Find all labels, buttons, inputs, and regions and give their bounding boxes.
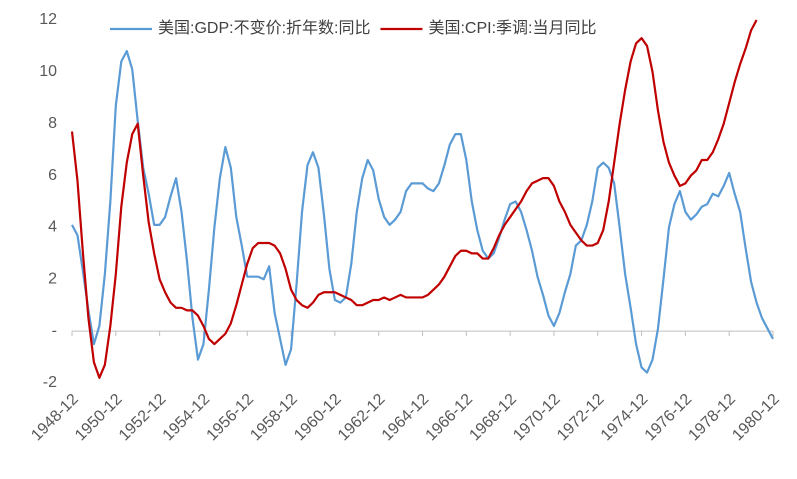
- x-tick-label: 1950-12: [72, 391, 126, 445]
- x-tick-label: 1968-12: [466, 391, 520, 445]
- x-tick-label: 1956-12: [204, 391, 258, 445]
- x-tick-label: 1958-12: [247, 391, 301, 445]
- y-tick-label: 8: [48, 115, 57, 132]
- x-tick-label: 1974-12: [598, 391, 652, 445]
- x-tick-label: 1966-12: [423, 391, 477, 445]
- series-line: [71, 50, 774, 374]
- y-tick-label: -: [52, 322, 57, 339]
- y-tick-label: 12: [39, 11, 57, 28]
- legend-label: 美国:CPI:季调:当月同比: [428, 19, 596, 37]
- x-tick-label: 1980-12: [729, 391, 783, 445]
- y-tick-label: 6: [48, 167, 57, 184]
- legend-label: 美国:GDP:不变价:折年数:同比: [158, 19, 370, 37]
- x-tick-label: 1948-12: [28, 391, 82, 445]
- x-tick-label: 1978-12: [685, 391, 739, 445]
- series-line: [70, 19, 758, 379]
- x-tick-label: 1962-12: [335, 391, 389, 445]
- y-tick-label: 4: [48, 219, 57, 236]
- x-tick-label: 1970-12: [510, 391, 564, 445]
- x-tick-label: 1972-12: [554, 391, 608, 445]
- y-tick-label: 10: [39, 63, 57, 80]
- y-tick-label: 2: [48, 271, 57, 288]
- x-tick-label: 1954-12: [160, 391, 214, 445]
- x-tick-label: 1952-12: [116, 391, 170, 445]
- x-tick-label: 1964-12: [379, 391, 433, 445]
- x-tick-label: 1976-12: [642, 391, 696, 445]
- x-tick-label: 1960-12: [291, 391, 345, 445]
- y-tick-label: -2: [43, 374, 57, 391]
